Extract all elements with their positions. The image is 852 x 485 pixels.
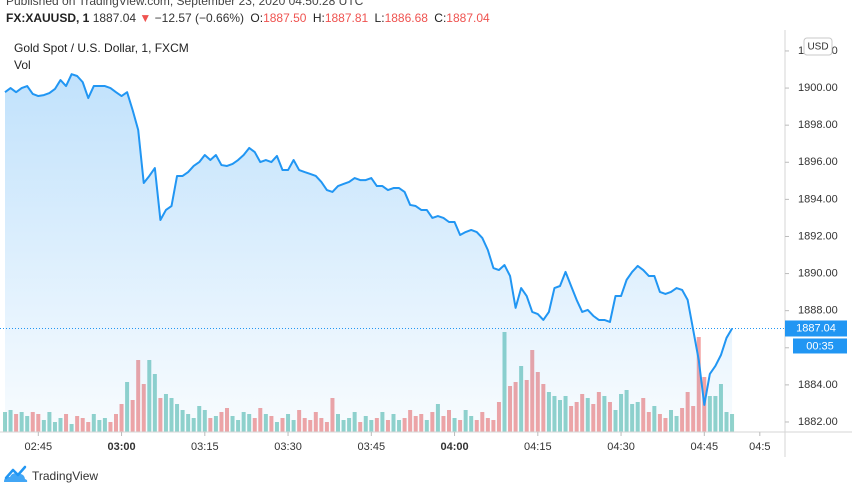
low-label: L:	[374, 11, 385, 25]
x-tick-label: 04:00	[440, 441, 468, 453]
y-tick-label: 1900.00	[798, 82, 838, 94]
price-scale	[785, 30, 852, 432]
change-arrow: ▼	[139, 11, 152, 25]
logo-icon	[4, 465, 27, 480]
y-tick-label: 1894.00	[798, 193, 838, 205]
x-tick-label: 03:00	[107, 441, 135, 453]
y-tick-label: 1896.00	[798, 156, 838, 168]
published-note: Published on TradingView.com, September …	[6, 0, 364, 8]
x-tick-label: 03:30	[274, 441, 302, 453]
volume-legend: Vol	[14, 58, 31, 72]
x-tick-label: 02:45	[25, 441, 53, 453]
y-tick-label: 1890.00	[798, 267, 838, 279]
last-price: 1887.04	[92, 11, 137, 25]
open: 1887.50	[263, 11, 307, 25]
high: 1887.81	[324, 11, 369, 25]
price-badge-label: 1887.04	[796, 322, 836, 334]
symbol: FX:XAUUSD, 1	[6, 11, 90, 25]
x-tick-label: 04:45	[691, 441, 719, 453]
close: 1887.04	[446, 11, 490, 25]
logo-icon-cloud	[4, 473, 28, 482]
countdown-badge	[793, 338, 847, 354]
axis-corner	[786, 433, 852, 457]
x-tick-label: 03:15	[191, 441, 219, 453]
close-label: C:	[434, 11, 447, 25]
y-tick-label: 1884.00	[798, 379, 838, 391]
x-tick-label: 04:15	[524, 441, 552, 453]
y-tick-label: 1882.00	[798, 416, 838, 428]
low: 1886.68	[384, 11, 428, 25]
high-label: H:	[312, 11, 325, 25]
x-tick-label: 03:45	[358, 441, 386, 453]
y-tick-label: 1898.00	[798, 119, 838, 131]
price-badge	[785, 320, 847, 337]
change: −12.57 (−0.66%)	[154, 11, 245, 25]
x-tick-label: 04:30	[607, 441, 635, 453]
countdown-label: 00:35	[806, 340, 834, 352]
chart-title: Gold Spot / U.S. Dollar, 1, FXCM	[14, 41, 189, 55]
currency-button	[803, 37, 833, 56]
price-area	[5, 74, 733, 432]
y-tick-label: 1888.00	[798, 305, 838, 317]
x-tick-label: 04:5	[749, 441, 770, 453]
logo-text: TradingView	[32, 469, 99, 483]
currency-label: USD	[807, 42, 828, 53]
open-label: O:	[250, 11, 264, 25]
y-tick-label: 1892.00	[798, 230, 838, 242]
ohlc-legend: FX:XAUUSD, 1 1887.04 ▼ −12.57 (−0.66%) O…	[6, 11, 490, 25]
price-line	[4, 73, 733, 406]
